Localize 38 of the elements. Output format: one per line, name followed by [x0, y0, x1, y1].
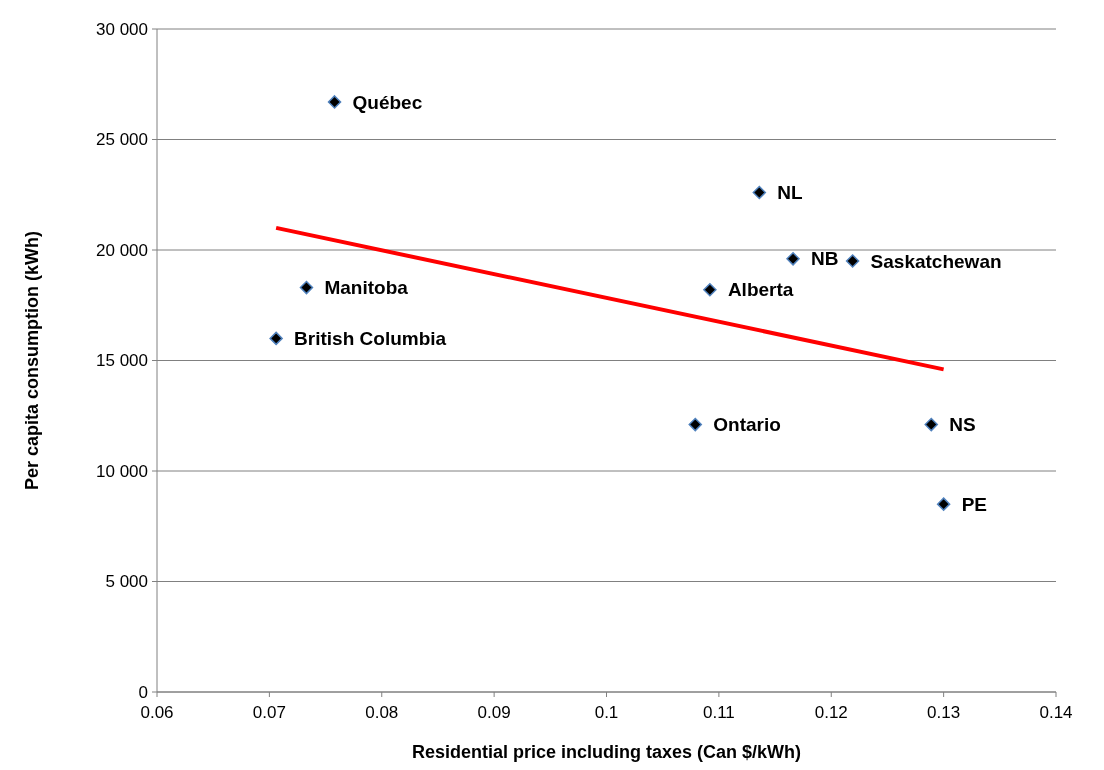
y-tick-label: 10 000: [96, 461, 148, 481]
annotation: Alberta: [727, 279, 794, 301]
point: [299, 280, 314, 295]
y-axis-title: Per capita consumption (kWh): [22, 230, 42, 491]
x-tick-label: 0.14: [1039, 703, 1073, 722]
point: [924, 417, 939, 432]
point: [327, 95, 342, 109]
annotation: PE: [961, 493, 987, 515]
x-tick-label: 0.12: [814, 703, 848, 722]
annotation: Ontario: [713, 414, 781, 436]
point: [752, 185, 767, 200]
y-tick-label: 15 000: [96, 351, 148, 371]
x-tick-label: 0.08: [365, 703, 399, 722]
y-tick-label: 25 000: [96, 130, 148, 150]
x-tick-label: 0.13: [927, 703, 961, 722]
y-tick-label: 0: [138, 682, 148, 702]
annotation: NS: [949, 414, 976, 436]
x-tick-label: 0.11: [702, 703, 735, 722]
point: [845, 254, 860, 268]
annotation: Québec: [352, 91, 423, 113]
x-tick-label: 0.1: [594, 703, 619, 722]
point: [786, 252, 800, 266]
point: [688, 417, 703, 432]
annotation: British Columbia: [294, 328, 447, 350]
y-tick-label: 5 000: [105, 572, 148, 592]
annotation: Manitoba: [324, 277, 409, 299]
x-tick-label: 0.09: [477, 703, 511, 722]
x-tick-label: 0.07: [252, 703, 286, 722]
y-tick-label: 30 000: [96, 19, 148, 39]
x-tick-label: 0.06: [140, 703, 174, 722]
point: [269, 331, 283, 346]
y-tick-label: 20 000: [96, 240, 148, 260]
annotation: Saskatchewan: [870, 250, 1002, 272]
point: [936, 497, 951, 511]
point: [703, 283, 717, 297]
annotation: NL: [777, 182, 804, 204]
annotation: NB: [811, 248, 839, 270]
x-axis-title: Residential price including taxes (Can $/kWh): [411, 742, 802, 762]
